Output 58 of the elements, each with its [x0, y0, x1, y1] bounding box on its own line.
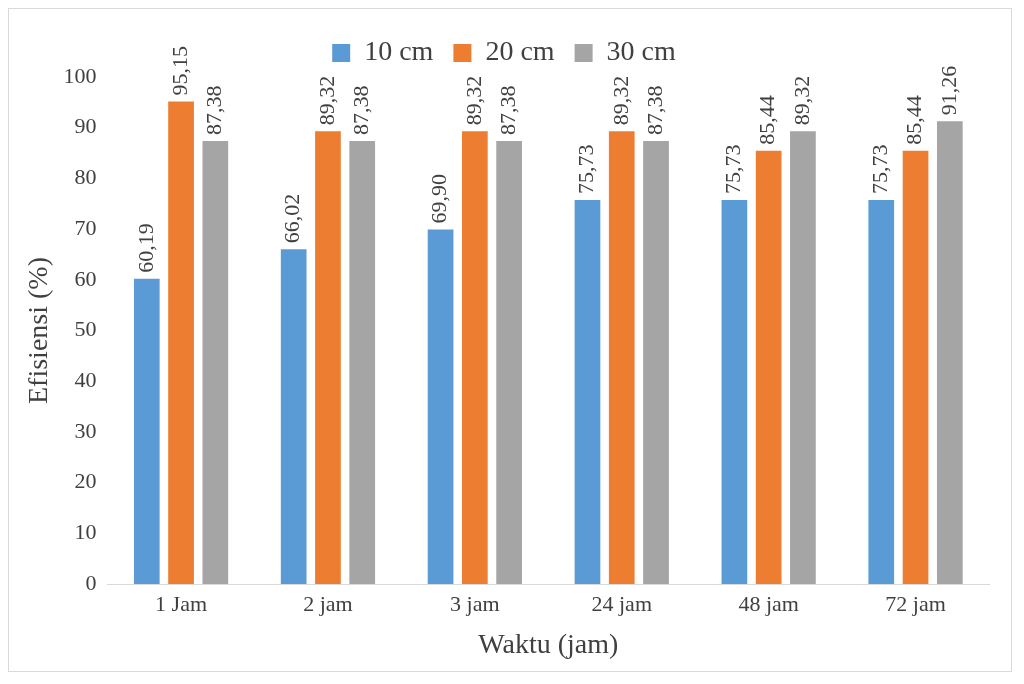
x-tick-label: 2 jam: [303, 590, 353, 616]
legend-label: 30 cm: [606, 35, 677, 67]
y-tick-label: 50: [74, 316, 97, 342]
bar: [721, 200, 748, 584]
data-label: 69,90: [426, 174, 452, 224]
y-tick-label: 40: [74, 366, 97, 392]
bar: [574, 200, 601, 584]
data-label: 87,38: [201, 85, 227, 135]
x-tick-label: 1 Jam: [155, 590, 208, 616]
data-label: 75,73: [720, 144, 746, 195]
bar: [496, 140, 522, 584]
bar: [936, 121, 963, 584]
y-tick-label: 90: [74, 113, 97, 139]
bar: [902, 150, 929, 584]
data-label: 85,44: [901, 95, 927, 145]
y-tick-label: 20: [74, 468, 97, 494]
x-tick-label: 3 jam: [450, 590, 500, 616]
x-tick-label: 72 jam: [885, 590, 946, 616]
data-label: 89,32: [313, 75, 339, 126]
bar: [608, 131, 635, 584]
bar: [790, 131, 816, 584]
y-tick-label: 70: [74, 214, 97, 240]
y-tick-label: 10: [74, 519, 97, 545]
data-label: 95,15: [166, 46, 192, 96]
data-label: 89,32: [607, 75, 633, 126]
bar: [280, 249, 307, 584]
data-label: 66,02: [279, 193, 305, 244]
data-label: 75,73: [573, 144, 599, 195]
y-tick-label: 0: [85, 569, 97, 595]
bar: [643, 140, 669, 584]
bar: [133, 278, 160, 584]
bar: [427, 229, 454, 584]
bar: [462, 131, 488, 584]
bar: [868, 200, 895, 584]
data-label: 87,38: [494, 85, 520, 135]
y-tick-label: 60: [74, 265, 97, 291]
legend-label: 10 cm: [364, 35, 434, 67]
y-tick-label: 80: [74, 164, 97, 190]
bar: [315, 131, 341, 584]
bar: [755, 150, 782, 584]
bar: [349, 140, 376, 584]
x-tick-label: 48 jam: [738, 590, 799, 616]
x-tick-label: 24 jam: [591, 590, 652, 616]
data-label: 89,32: [460, 75, 486, 126]
data-label: 89,32: [788, 75, 814, 126]
data-label: 60,19: [132, 223, 158, 273]
y-tick-label: 30: [74, 417, 97, 443]
data-label: 87,38: [641, 85, 667, 135]
data-label: 85,44: [754, 95, 780, 145]
y-axis-title: Efisiensi (%): [22, 257, 54, 404]
data-label: 87,38: [348, 85, 374, 135]
bar: [202, 140, 229, 584]
legend-label: 20 cm: [485, 35, 555, 67]
data-label: 75,73: [867, 144, 893, 195]
y-tick-label: 100: [63, 62, 97, 88]
x-axis-title: Waktu (jam): [478, 627, 619, 659]
data-label: 91,26: [935, 65, 961, 116]
bar: [168, 101, 194, 584]
